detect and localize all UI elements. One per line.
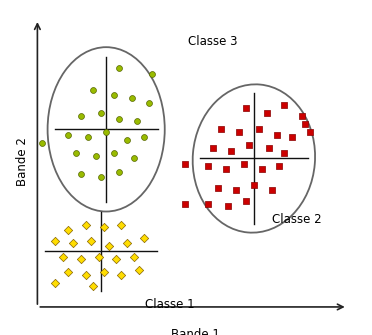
- Point: [124, 137, 129, 143]
- Point: [116, 116, 122, 121]
- Point: [282, 103, 288, 108]
- Text: Classe 3: Classe 3: [187, 36, 237, 48]
- Point: [78, 114, 84, 119]
- Point: [116, 66, 122, 71]
- Point: [118, 222, 124, 227]
- Point: [111, 150, 117, 156]
- Point: [274, 132, 280, 137]
- Point: [60, 254, 66, 259]
- Point: [65, 270, 71, 275]
- Point: [101, 225, 107, 230]
- Point: [98, 175, 104, 180]
- Text: Bande 2: Bande 2: [16, 137, 29, 186]
- Point: [205, 201, 211, 206]
- Point: [129, 95, 135, 100]
- Point: [259, 166, 264, 172]
- Point: [73, 150, 78, 156]
- Point: [241, 161, 247, 166]
- Point: [147, 100, 153, 106]
- Point: [116, 169, 122, 175]
- Point: [134, 119, 140, 124]
- Point: [282, 150, 288, 156]
- Point: [266, 145, 272, 150]
- Point: [141, 236, 147, 241]
- Point: [205, 164, 211, 169]
- Point: [243, 106, 249, 111]
- Point: [251, 182, 257, 188]
- Point: [65, 227, 71, 233]
- Point: [182, 201, 188, 206]
- Point: [98, 111, 104, 116]
- Point: [90, 283, 96, 288]
- Point: [52, 238, 58, 243]
- Point: [118, 272, 124, 278]
- Text: Classe 2: Classe 2: [272, 213, 322, 226]
- Point: [65, 132, 71, 137]
- Point: [243, 198, 249, 204]
- Point: [90, 87, 96, 92]
- Point: [101, 270, 107, 275]
- Point: [39, 140, 45, 145]
- Point: [88, 238, 94, 243]
- Point: [85, 135, 91, 140]
- Point: [235, 129, 241, 135]
- Point: [113, 257, 119, 262]
- Point: [83, 222, 89, 227]
- Point: [276, 164, 282, 169]
- Point: [131, 254, 137, 259]
- Point: [218, 127, 224, 132]
- Point: [233, 188, 239, 193]
- Point: [228, 148, 234, 153]
- Text: Classe 1: Classe 1: [145, 298, 195, 311]
- Point: [225, 204, 231, 209]
- Point: [210, 145, 216, 150]
- Point: [136, 267, 142, 272]
- Point: [307, 129, 313, 135]
- Point: [96, 254, 102, 259]
- Point: [70, 241, 76, 246]
- Point: [215, 185, 221, 190]
- Point: [124, 241, 129, 246]
- Point: [256, 127, 262, 132]
- Point: [302, 121, 308, 127]
- Point: [264, 111, 270, 116]
- Point: [78, 257, 84, 262]
- Point: [106, 243, 112, 249]
- Point: [93, 153, 99, 158]
- Point: [78, 172, 84, 177]
- Point: [182, 161, 188, 166]
- Point: [246, 143, 252, 148]
- Point: [149, 71, 155, 76]
- Point: [223, 166, 229, 172]
- Point: [83, 272, 89, 278]
- Point: [299, 114, 305, 119]
- Point: [131, 156, 137, 161]
- Point: [111, 92, 117, 97]
- Point: [141, 135, 147, 140]
- Point: [52, 280, 58, 286]
- Point: [103, 129, 109, 135]
- Point: [269, 188, 275, 193]
- Point: [289, 135, 295, 140]
- Text: Bande 1: Bande 1: [171, 328, 220, 335]
